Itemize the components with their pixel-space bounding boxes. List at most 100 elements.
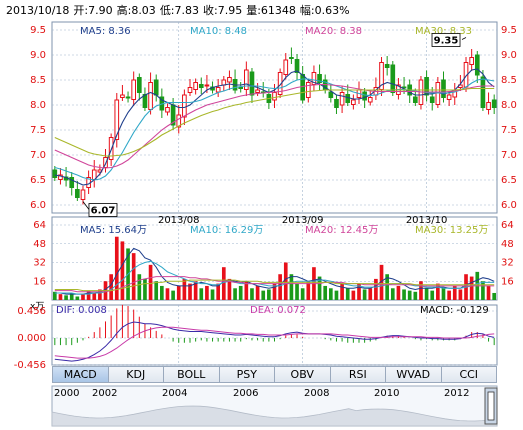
volume-bar <box>357 283 361 300</box>
candle-body <box>283 59 289 75</box>
candle-body <box>277 72 283 95</box>
volume-legend-item: MA30: 13.25万 <box>415 225 488 236</box>
volume-bar <box>452 285 457 300</box>
volume-bar <box>64 295 68 300</box>
quote-high: 高:8.03 <box>116 4 156 17</box>
tab-wvad[interactable]: WVAD <box>386 366 442 383</box>
candle-body <box>193 82 198 90</box>
candle-body <box>114 99 120 140</box>
volume-tick-left: 48 <box>33 239 46 250</box>
volume-bar <box>221 267 226 300</box>
volume-bar <box>419 281 423 300</box>
price-legend-item: MA30: 8.33 <box>415 26 472 37</box>
volume-unit-label: x万 <box>30 302 44 312</box>
volume-bar <box>233 288 237 300</box>
price-legend-item: MA5: 8.36 <box>80 26 131 37</box>
tab-cci[interactable]: CCI <box>441 366 497 383</box>
volume-bar <box>238 285 243 300</box>
volume-bar <box>413 291 418 300</box>
tab-obv[interactable]: OBV <box>275 366 331 383</box>
candle-body <box>215 87 221 93</box>
macd-tick-left: 0.000 <box>17 333 46 344</box>
volume-bar <box>402 289 406 300</box>
candle-body <box>165 107 170 113</box>
volume-bar <box>137 274 142 300</box>
price-tick-right: 8.0 <box>501 100 517 111</box>
candle-body <box>69 177 75 188</box>
price-ma30-line <box>54 87 495 157</box>
tab-boll[interactable]: BOLL <box>164 366 220 383</box>
volume-tick-right: 48 <box>501 239 514 250</box>
candle-body <box>227 77 232 83</box>
volume-bar <box>86 290 91 300</box>
price-tick-left: 9.0 <box>30 50 46 61</box>
tab-kdj[interactable]: KDJ <box>108 366 164 383</box>
volume-bar <box>492 292 497 300</box>
volume-bar <box>379 264 384 300</box>
candle-body <box>334 99 339 108</box>
volume-bar <box>436 283 440 300</box>
volume-bar <box>98 289 102 300</box>
price-tick-left: 6.0 <box>30 200 46 211</box>
volume-bar <box>385 274 389 300</box>
quote-volume: 量:61348 <box>246 4 296 17</box>
price-tick-left: 9.5 <box>30 25 46 36</box>
volume-bar <box>165 288 170 300</box>
volume-bar <box>481 281 485 300</box>
volume-bar <box>171 290 175 300</box>
price-tick-right: 7.5 <box>501 125 517 136</box>
volume-bar <box>368 288 373 300</box>
volume-bar <box>81 294 85 300</box>
tab-macd[interactable]: MACD <box>52 366 109 383</box>
volume-bar <box>486 285 491 300</box>
volume-bar <box>52 291 57 300</box>
price-ma20-line <box>54 83 495 169</box>
volume-bar <box>154 281 159 300</box>
tab-rsi[interactable]: RSI <box>330 366 386 383</box>
volume-ma5-line <box>54 247 495 295</box>
volume-bar <box>131 253 136 300</box>
price-tick-right: 9.0 <box>501 50 517 61</box>
volume-bar <box>407 290 412 300</box>
candle-body <box>153 79 159 96</box>
year-label: 2004 <box>162 388 188 399</box>
volume-bar <box>396 285 401 300</box>
volume-bar <box>92 292 97 300</box>
volume-bar <box>199 288 204 300</box>
candle-body <box>272 92 277 101</box>
timeline-panel[interactable] <box>51 385 498 427</box>
candle-body <box>412 96 418 103</box>
candle-body <box>294 59 300 73</box>
volume-bar <box>283 262 288 300</box>
candle-body <box>244 69 249 90</box>
volume-bar <box>182 278 187 300</box>
volume-bar <box>447 290 451 300</box>
candle-body <box>187 87 193 93</box>
volume-bar <box>441 288 446 300</box>
macd-legend-item: MACD: -0.129 <box>420 305 489 316</box>
indicator-tabs: MACD KDJ BOLL PSY OBV RSI WVAD CCI <box>52 366 497 383</box>
price-panel: 9.5 9.5 9.0 9.0 8.5 8.5 8.0 8.0 7.5 7.5 7.0 7.0 6.5 6… <box>30 22 517 226</box>
volume-bar <box>160 285 164 300</box>
volume-bar <box>278 274 282 300</box>
volume-bar <box>210 289 215 300</box>
volume-bar <box>205 285 209 300</box>
volume-tick-left: 32 <box>33 258 46 269</box>
volume-tick-right: 64 <box>501 220 514 231</box>
candle-body <box>204 84 210 87</box>
candle-body <box>198 84 204 88</box>
candle-body <box>424 77 429 96</box>
candle-body <box>58 174 63 180</box>
annotation-label: 9.35 <box>434 36 459 47</box>
candle-body <box>305 82 311 98</box>
volume-bar <box>143 278 147 300</box>
quote-low: 低:7.83 <box>159 4 200 17</box>
price-tick-right: 7.0 <box>501 150 517 161</box>
candle-body <box>131 79 137 100</box>
candle-body <box>486 102 491 110</box>
annotation-box <box>431 33 461 47</box>
year-label: 2000 <box>54 388 80 399</box>
tab-psy[interactable]: PSY <box>219 366 275 383</box>
candle-body <box>480 76 486 108</box>
candle-body <box>362 91 367 101</box>
